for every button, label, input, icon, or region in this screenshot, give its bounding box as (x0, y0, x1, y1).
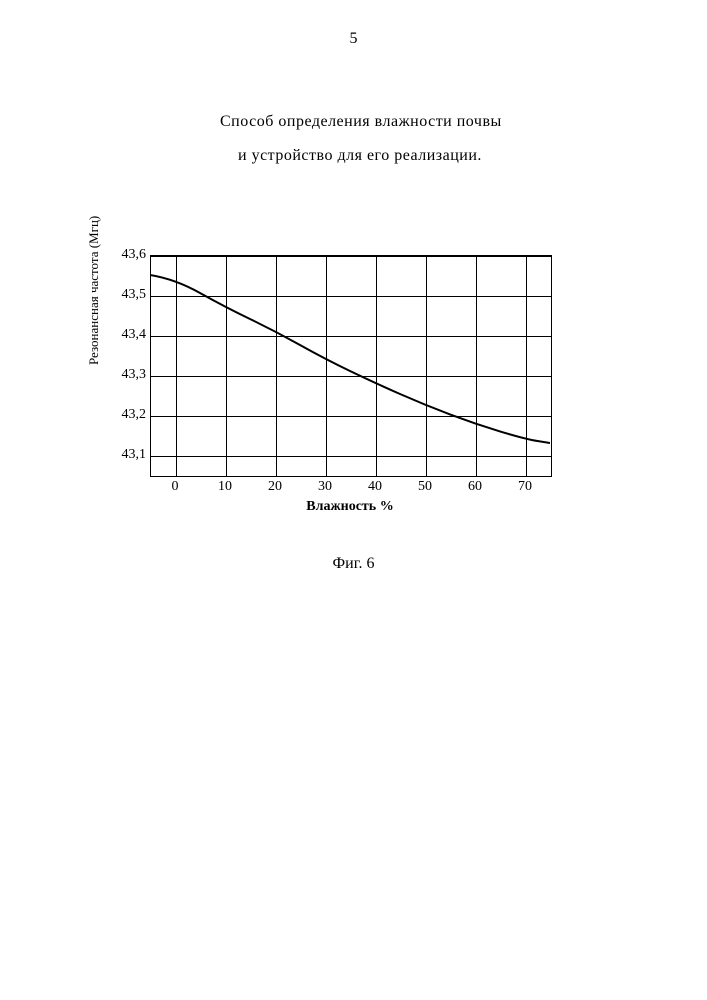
x-tick-label: 70 (518, 479, 532, 495)
y-tick-label: 43,4 (110, 327, 146, 343)
y-tick-label: 43,1 (110, 447, 146, 463)
page: 5 Способ определения влажности почвы и у… (0, 0, 707, 1000)
chart: Резонансная частота (Мгц) Влажность % 01… (90, 255, 570, 515)
y-tick-label: 43,6 (110, 247, 146, 263)
figure-caption: Фиг. 6 (0, 555, 707, 573)
x-tick-label: 20 (268, 479, 282, 495)
y-tick-label: 43,5 (110, 287, 146, 303)
document-title: Способ определения влажности почвы и уст… (220, 105, 637, 172)
x-axis-label: Влажность % (150, 499, 550, 515)
x-tick-label: 10 (218, 479, 232, 495)
x-tick-label: 60 (468, 479, 482, 495)
chart-curve (150, 255, 550, 475)
y-axis-label: Резонансная частота (Мгц) (86, 216, 102, 365)
x-tick-label: 30 (318, 479, 332, 495)
data-curve (150, 275, 550, 443)
page-number: 5 (0, 30, 707, 48)
y-tick-label: 43,2 (110, 407, 146, 423)
x-tick-label: 40 (368, 479, 382, 495)
x-tick-label: 0 (172, 479, 179, 495)
title-line-2: и устройство для его реализации. (220, 139, 637, 173)
y-tick-label: 43,3 (110, 367, 146, 383)
x-tick-label: 50 (418, 479, 432, 495)
title-line-1: Способ определения влажности почвы (220, 105, 637, 139)
